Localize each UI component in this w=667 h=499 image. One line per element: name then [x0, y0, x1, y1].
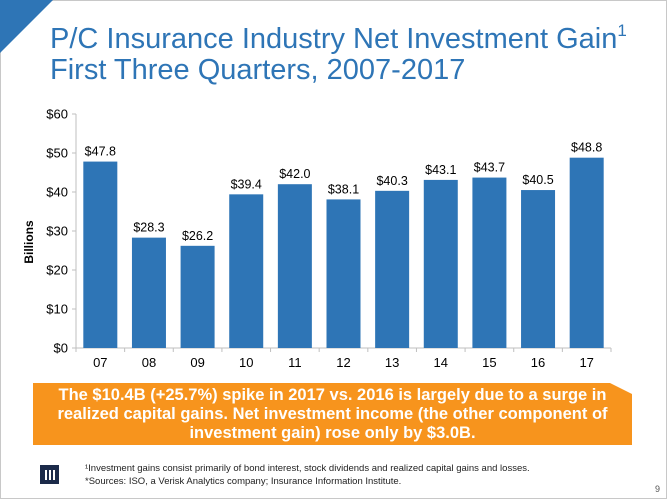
bar-value-label: $43.1: [425, 163, 456, 177]
bar: [180, 245, 215, 348]
bar: [423, 179, 458, 348]
bar-value-label: $38.1: [328, 182, 359, 196]
data-labels: $47.8 $28.3 $26.2 $39.4 $42.0 $38.1 $40.3 $43.1…: [85, 141, 603, 243]
bar: [277, 184, 312, 348]
footnote-sources: *Sources: ISO, a Verisk Analytics compan…: [85, 476, 402, 487]
x-axis: 07 08 09 10 11 12 13 14 15 16 17: [75, 347, 612, 370]
x-tick-label: 08: [142, 355, 156, 370]
corner-accent: [0, 0, 53, 53]
page-number: 9: [655, 484, 661, 494]
x-tick-label: 09: [190, 355, 204, 370]
x-tick-label: 07: [93, 355, 107, 370]
bar-value-label: $40.5: [522, 173, 553, 187]
bar-value-label: $43.7: [474, 161, 505, 175]
x-tick-label: 13: [385, 355, 399, 370]
y-tick-label: $30: [46, 224, 68, 239]
y-tick-label: $50: [46, 146, 68, 161]
bar: [569, 157, 604, 348]
bar: [131, 237, 166, 348]
footnotes: ¹Investment gains consist primarily of b…: [85, 462, 530, 488]
x-tick-label: 16: [531, 355, 545, 370]
y-tick-label: $20: [46, 263, 68, 278]
bar: [83, 161, 118, 348]
footnote-1: ¹Investment gains consist primarily of b…: [85, 463, 530, 474]
callout-box: The $10.4B (+25.7%) spike in 2017 vs. 20…: [33, 383, 632, 445]
x-tick-label: 14: [434, 355, 448, 370]
bar: [229, 194, 264, 348]
x-tick-label: 12: [336, 355, 350, 370]
bar: [521, 190, 556, 348]
x-tick-label: 10: [239, 355, 253, 370]
bar-value-label: $39.4: [231, 177, 262, 191]
x-tick-label: 11: [288, 355, 302, 370]
x-tick-label: 17: [579, 355, 593, 370]
bar-value-label: $47.8: [85, 145, 116, 159]
title-superscript: 1: [617, 21, 627, 40]
bar: [472, 177, 507, 348]
bar: [326, 199, 361, 348]
bar-value-label: $48.8: [571, 141, 602, 155]
bar-value-label: $42.0: [279, 167, 310, 181]
bars: [83, 157, 604, 348]
y-axis: $0 $10 $20 $30 $40 $50 $60: [46, 107, 77, 356]
iii-logo-icon: [40, 465, 59, 484]
bar-chart: $0 $10 $20 $30 $40 $50 $60 07 08 09 10 11 12 13 14 15 1…: [22, 107, 612, 370]
y-axis-label: Billions: [22, 220, 36, 264]
x-tick-label: 15: [482, 355, 496, 370]
slide-title: P/C Insurance Industry Net Investment Ga…: [50, 21, 627, 86]
y-tick-label: $40: [46, 185, 68, 200]
bar-value-label: $26.2: [182, 229, 213, 243]
bar: [375, 190, 410, 348]
bar-value-label: $28.3: [133, 221, 164, 235]
bar-value-label: $40.3: [376, 174, 407, 188]
y-tick-label: $0: [54, 341, 68, 356]
y-tick-label: $60: [46, 107, 68, 122]
y-tick-label: $10: [46, 302, 68, 317]
callout-text: The $10.4B (+25.7%) spike in 2017 vs. 20…: [57, 385, 608, 442]
title-line1: P/C Insurance Industry Net Investment Ga…: [50, 23, 618, 55]
title-line2: First Three Quarters, 2007-2017: [50, 54, 466, 86]
